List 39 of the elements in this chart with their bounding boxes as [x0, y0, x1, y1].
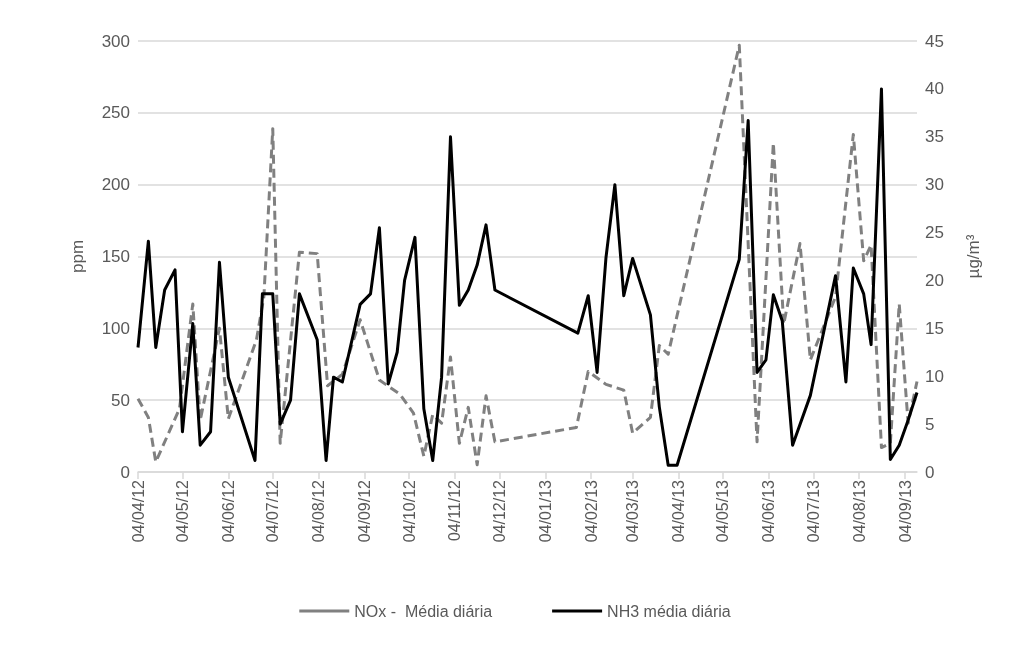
y-tick-label: 50 [111, 390, 130, 410]
x-tick-label: 04/07/13 [804, 479, 822, 543]
y-tick-label: 0 [120, 462, 130, 482]
y-tick-label: 200 [101, 175, 130, 195]
y-tick-label: 250 [101, 103, 130, 123]
y-axis-title: ppm [68, 239, 87, 274]
x-tick-label: 04/06/13 [760, 479, 778, 543]
x-tick-label: 04/09/13 [896, 479, 914, 543]
x-tick-label: 04/05/13 [714, 479, 732, 543]
y2-tick-label: 5 [925, 414, 935, 434]
y2-tick-label: 45 [925, 31, 944, 51]
x-tick-label: 04/03/13 [624, 479, 642, 543]
y-tick-label: 150 [101, 247, 130, 266]
x-tick-label: 04/01/13 [536, 479, 554, 543]
y2-tick-label: 25 [925, 223, 944, 243]
x-tick-label: 04/12/12 [490, 479, 508, 543]
y2-tick-label: 40 [925, 79, 944, 99]
y-tick-label: 300 [101, 31, 130, 51]
x-tick-label: 04/08/12 [310, 479, 328, 543]
y2-tick-label: 20 [925, 270, 944, 290]
x-tick-label: 04/04/12 [129, 479, 147, 543]
x-tick-label: 04/11/12 [446, 479, 464, 542]
x-tick-label: 04/02/13 [582, 479, 600, 543]
y2-axis-title: µg/m³ [964, 234, 983, 279]
y2-tick-label: 0 [925, 462, 935, 482]
x-tick-label: 04/07/12 [264, 479, 282, 543]
y2-tick-label: 30 [925, 175, 944, 195]
y2-tick-label: 35 [925, 127, 944, 147]
x-tick-label: 04/04/13 [670, 479, 688, 543]
x-tick-label: 04/06/12 [219, 479, 237, 543]
x-tick-label: 04/09/12 [356, 479, 374, 543]
x-tick-label: 04/10/12 [400, 479, 418, 543]
legend-label: NOx - Média diária [354, 602, 493, 620]
legend-label: NH3 média diária [607, 602, 731, 620]
x-tick-label: 04/05/12 [173, 479, 191, 543]
y-tick-label: 100 [101, 318, 130, 338]
x-tick-label: 04/08/13 [850, 479, 868, 543]
y2-tick-label: 15 [925, 318, 944, 338]
y2-tick-label: 10 [925, 366, 944, 386]
